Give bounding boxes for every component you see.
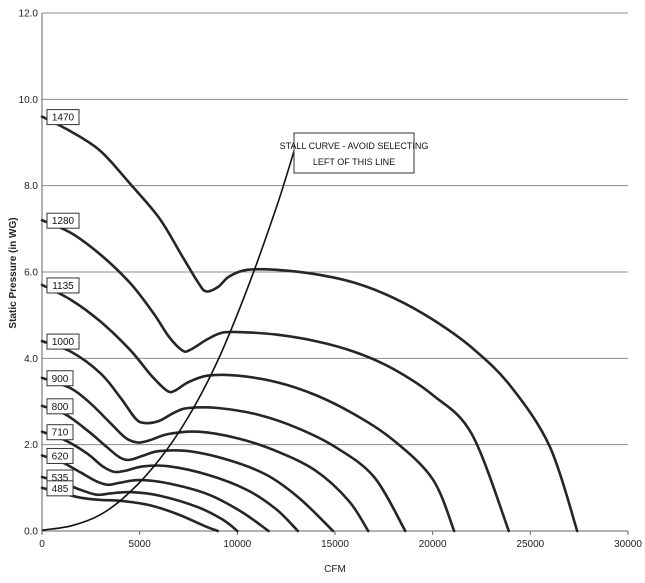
rpm-label-485: 485 [46, 480, 74, 497]
rpm-label-text: 485 [52, 484, 69, 495]
x-tick-label: 0 [39, 539, 45, 550]
rpm-label-1280: 1280 [46, 212, 80, 229]
x-tick-label: 25000 [516, 539, 544, 550]
rpm-label-1135: 1135 [46, 277, 80, 294]
rpm-label-620: 620 [46, 447, 74, 464]
rpm-curve-800 [40, 404, 335, 533]
rpm-label-box [46, 398, 74, 415]
axes [41, 13, 629, 535]
x-axis-title: CFM [324, 564, 346, 575]
x-tick-label: 20000 [419, 539, 447, 550]
stall-note: STALL CURVE - AVOID SELECTING LEFT OF TH… [280, 132, 429, 174]
y-tick-label: 12.0 [19, 9, 39, 20]
x-tick-labels: 0 5000 10000 15000 20000 25000 30000 [39, 539, 642, 550]
rpm-label-1000: 1000 [46, 333, 80, 350]
rpm-label-text: 710 [52, 428, 69, 439]
rpm-label-box [46, 277, 80, 294]
rpm-curve-1470 [40, 115, 579, 533]
rpm-label-box [46, 109, 80, 126]
rpm-label-box [46, 424, 74, 441]
y-tick-labels: 0.0 2.0 4.0 6.0 8.0 10.0 12.0 [19, 9, 39, 538]
rpm-label-text: 1135 [52, 281, 74, 292]
rpm-label-box [46, 447, 74, 464]
stall-note-line1: STALL CURVE - AVOID SELECTING [280, 141, 429, 151]
y-tick-label: 10.0 [19, 95, 39, 106]
x-tick-label: 15000 [321, 539, 349, 550]
rpm-curve-710 [40, 430, 300, 533]
x-tick-label: 30000 [614, 539, 642, 550]
y-axis-title: Static Pressure (in WG) [8, 217, 19, 328]
rpm-label-900: 900 [46, 370, 74, 387]
rpm-label-text: 1000 [52, 337, 75, 348]
rpm-label-800: 800 [46, 398, 74, 415]
y-tick-label: 0.0 [24, 527, 38, 538]
gridlines [42, 12, 628, 446]
rpm-label-box [46, 212, 80, 229]
rpm-label-text: 1470 [52, 113, 75, 124]
stall-note-line2: LEFT OF THIS LINE [313, 157, 395, 167]
rpm-label-1470: 1470 [46, 109, 80, 126]
rpm-label-text: 620 [52, 451, 69, 462]
rpm-curve-620 [40, 454, 270, 533]
y-tick-label: 8.0 [24, 181, 38, 192]
rpm-label-710: 710 [46, 424, 74, 441]
rpm-curve-1280 [40, 218, 511, 533]
rpm-label-text: 535 [52, 473, 69, 484]
rpm-curve-900 [40, 376, 370, 533]
rpm-curves [40, 115, 579, 533]
rpm-curve-1135 [40, 283, 456, 533]
stall-curve-line [41, 150, 295, 531]
rpm-label-box [46, 370, 74, 387]
x-tick-label: 5000 [129, 539, 152, 550]
y-tick-label: 6.0 [24, 268, 38, 279]
y-tick-label: 2.0 [24, 440, 38, 451]
rpm-label-text: 1280 [52, 216, 75, 227]
rpm-label-text: 800 [52, 402, 69, 413]
y-tick-label: 4.0 [24, 354, 38, 365]
x-tick-label: 10000 [223, 539, 251, 550]
stall-curve [41, 150, 295, 531]
rpm-label-box [46, 333, 80, 350]
rpm-curve-1000 [40, 339, 407, 533]
rpm-label-text: 900 [52, 374, 69, 385]
rpm-label-box [46, 480, 74, 497]
stall-note-box [293, 132, 415, 174]
